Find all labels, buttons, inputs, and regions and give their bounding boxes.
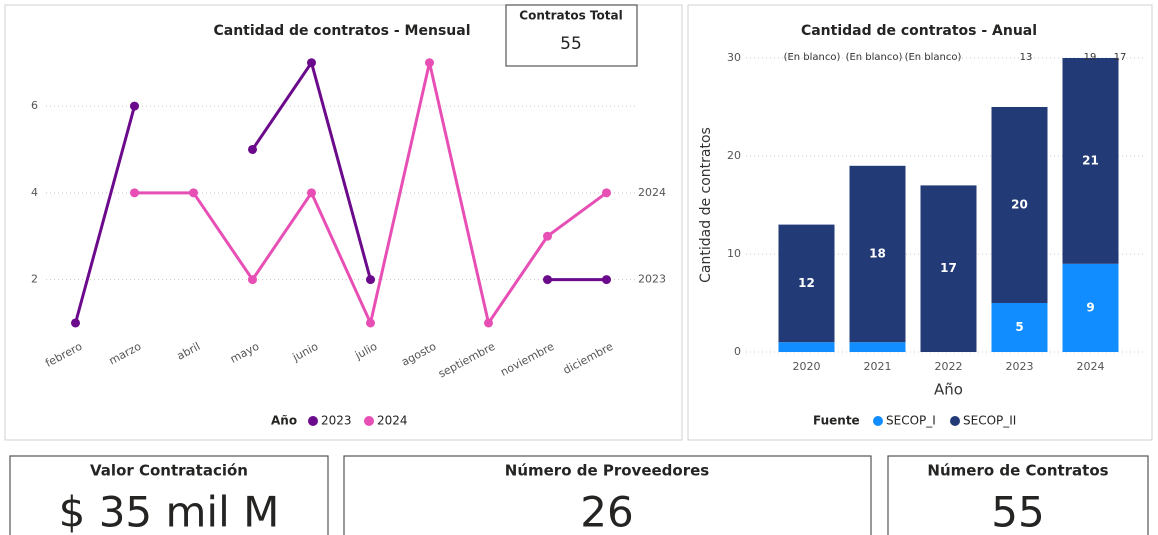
- data-label: 20: [1011, 198, 1028, 212]
- y-tick-label: 10: [727, 247, 741, 260]
- card-title: Número de Contratos: [927, 462, 1108, 480]
- card: [505, 4, 638, 67]
- card: [343, 455, 872, 535]
- card-title: Número de Proveedores: [505, 462, 710, 480]
- point: [307, 58, 316, 68]
- data-label: 17: [940, 261, 957, 275]
- card-value: 55: [560, 34, 582, 54]
- legend-swatch: [873, 416, 883, 426]
- legend-swatch: [364, 416, 374, 426]
- y-tick-label: 2: [31, 273, 38, 286]
- data-label: 5: [1015, 320, 1023, 334]
- card: [9, 455, 329, 535]
- point: [366, 275, 375, 285]
- line-panel: [4, 4, 683, 441]
- point: [248, 144, 257, 154]
- series-end-label: 2023: [638, 273, 666, 286]
- x-axis-title: Año: [934, 381, 963, 399]
- bar: [991, 303, 1048, 352]
- top-label: 17: [1114, 52, 1127, 63]
- point: [307, 188, 316, 198]
- card-value: 55: [991, 488, 1044, 535]
- point: [130, 188, 139, 198]
- bar: [991, 107, 1048, 303]
- point: [71, 318, 80, 328]
- legend-title: Año: [271, 414, 297, 428]
- y-tick-label: 20: [727, 149, 741, 162]
- bar: [778, 224, 835, 343]
- card-value: 26: [580, 488, 633, 535]
- y-tick-label: 30: [727, 51, 741, 64]
- legend-swatch: [308, 416, 318, 426]
- data-label: 18: [869, 247, 886, 261]
- legend-label: SECOP_II: [963, 414, 1016, 428]
- top-label: (En blanco): [905, 52, 962, 63]
- card-value: $ 35 mil M: [59, 488, 280, 535]
- x-tick-label: 2022: [935, 360, 963, 373]
- legend-title: Fuente: [813, 414, 860, 428]
- card: [887, 455, 1149, 535]
- x-tick-label: 2020: [793, 360, 821, 373]
- point: [602, 188, 611, 198]
- point: [543, 275, 552, 285]
- y-axis-title: Cantidad de contratos: [698, 127, 714, 283]
- bar: [849, 342, 906, 352]
- point: [425, 58, 434, 68]
- data-label: 21: [1082, 153, 1099, 167]
- point: [484, 318, 493, 328]
- bar: [1062, 263, 1119, 352]
- bar: [849, 165, 906, 343]
- point: [543, 231, 552, 241]
- top-label: 19: [1084, 52, 1097, 63]
- point: [602, 275, 611, 285]
- card-title: Valor Contratación: [90, 462, 248, 480]
- y-tick-label: 6: [31, 99, 38, 112]
- chart-title: Cantidad de contratos - Anual: [801, 23, 1037, 39]
- x-tick-label: 2024: [1077, 360, 1105, 373]
- data-label: 12: [798, 276, 815, 290]
- point: [366, 318, 375, 328]
- legend-label: SECOP_I: [886, 414, 936, 428]
- point: [248, 275, 257, 285]
- y-tick-label: 0: [734, 345, 741, 358]
- legend-label: 2024: [377, 414, 408, 428]
- bar: [920, 185, 977, 352]
- point: [189, 188, 198, 198]
- legend-swatch: [950, 416, 960, 426]
- top-label: (En blanco): [846, 52, 903, 63]
- y-tick-label: 4: [31, 186, 38, 199]
- series-end-label: 2024: [638, 186, 666, 199]
- bar: [1062, 58, 1119, 264]
- bar: [778, 342, 835, 352]
- legend-label: 2023: [321, 414, 352, 428]
- top-label: (En blanco): [784, 52, 841, 63]
- point: [130, 101, 139, 111]
- card-title: Contratos Total: [519, 9, 622, 23]
- x-tick-label: 2021: [864, 360, 892, 373]
- chart-title: Cantidad de contratos - Mensual: [213, 23, 470, 39]
- data-label: 9: [1086, 300, 1094, 314]
- top-label: 13: [1020, 52, 1033, 63]
- x-tick-label: 2023: [1006, 360, 1034, 373]
